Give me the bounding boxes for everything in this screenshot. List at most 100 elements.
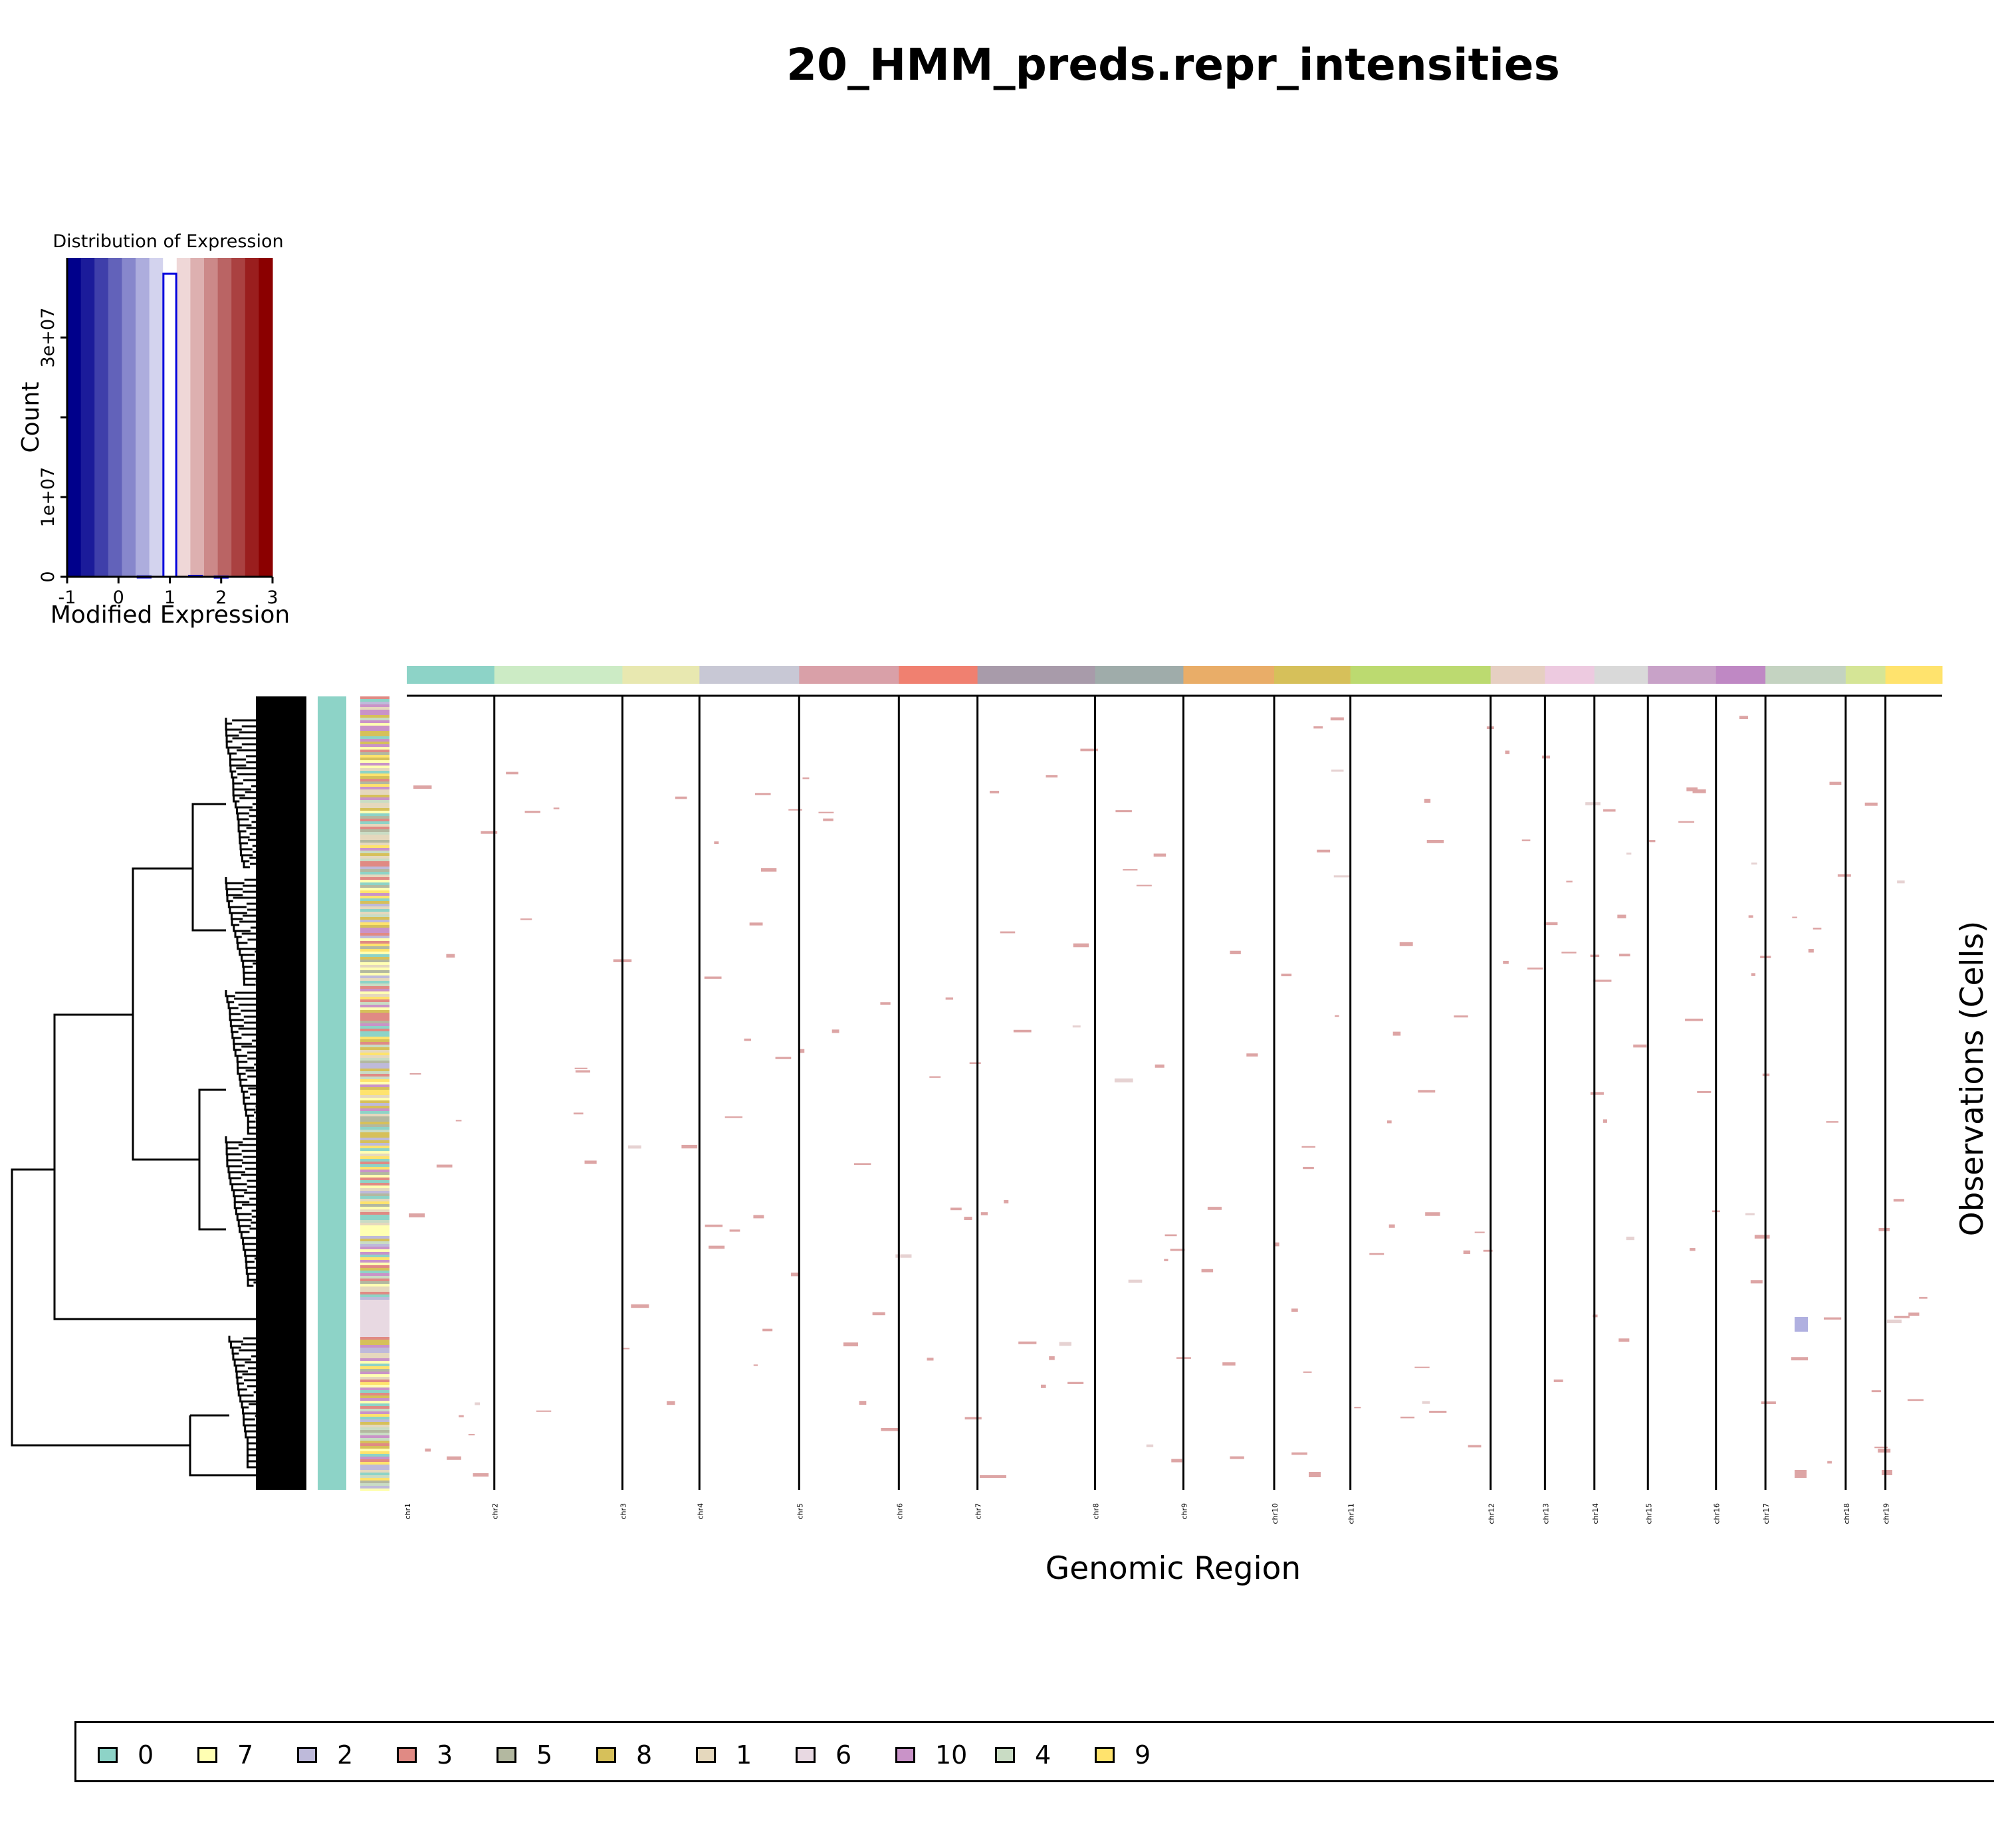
cell-annotation-row — [360, 1084, 389, 1087]
chromosome-strip-segment — [1350, 666, 1492, 684]
chromosome-label: chr11 — [1347, 1503, 1356, 1524]
heatmap-cnv-mark — [1313, 726, 1323, 729]
cell-annotation-row — [360, 1154, 389, 1156]
heatmap-cnv-mark — [1333, 875, 1351, 878]
cell-annotation-row — [360, 1066, 389, 1069]
heatmap-cnv-mark — [1692, 789, 1706, 793]
cell-annotation-row — [360, 1411, 389, 1414]
cell-annotation-row — [360, 1318, 389, 1321]
dendrogram-branch — [198, 1160, 226, 1231]
cell-annotation-row — [360, 1053, 389, 1055]
cell-annotation-row — [360, 827, 389, 829]
heatmap-cnv-mark — [1626, 853, 1632, 855]
cell-annotation-row — [360, 843, 389, 845]
heatmap-cnv-mark — [714, 841, 719, 845]
heatmap-cnv-mark — [1823, 1317, 1842, 1320]
cell-annotation-row — [360, 1201, 389, 1204]
dendrogram-branch — [53, 1013, 133, 1170]
cell-annotation-row — [360, 1393, 389, 1395]
dendrogram-branch — [237, 1389, 254, 1397]
heatmap-cnv-mark — [775, 1057, 792, 1059]
cell-annotation-row — [360, 837, 389, 840]
x-axis-label: Genomic Region — [1046, 1550, 1301, 1587]
cell-annotation-row — [360, 983, 389, 986]
cell-annotation-row — [360, 890, 389, 893]
cell-annotation-row — [360, 1329, 389, 1332]
heatmap-cnv-mark — [1067, 1382, 1084, 1384]
cell-annotation-row — [360, 1217, 389, 1220]
cell-annotation-row — [360, 861, 389, 864]
cell-annotation-row — [360, 744, 389, 747]
heatmap-cnv-mark — [675, 796, 687, 799]
heatmap-cnv-mark — [872, 1312, 885, 1316]
cell-annotation-row — [360, 848, 389, 851]
chromosome-boundaries — [493, 696, 1887, 1490]
histogram-ylabel: Count — [17, 382, 45, 453]
cell-annotation-row — [360, 928, 389, 930]
heatmap-cnv-mark — [409, 1073, 421, 1075]
cell-annotation-row — [360, 1348, 389, 1350]
cell-annotation-row — [360, 909, 389, 912]
cell-annotation-row — [360, 726, 389, 728]
heatmap-cnv-mark — [1301, 1146, 1315, 1148]
heatmap-cnv-mark — [1153, 853, 1166, 857]
chromosome-label: chr4 — [696, 1503, 705, 1520]
heatmap-cnv-mark — [802, 777, 810, 779]
heatmap-cnv-mark — [1274, 1242, 1279, 1247]
cell-annotation-row — [360, 1403, 389, 1406]
histogram-x-tick-label: 3 — [267, 587, 278, 608]
cell-annotation-row — [360, 1337, 389, 1340]
cell-annotation-row — [360, 1124, 389, 1127]
cell-annotation-row — [360, 1345, 389, 1348]
heatmap-cnv-mark — [1829, 781, 1842, 785]
cell-annotation-row — [360, 877, 389, 880]
heatmap-cnv-mark — [1871, 1390, 1881, 1393]
cell-annotation-row — [360, 1087, 389, 1090]
cell-annotation-row — [360, 720, 389, 723]
cell-annotation-row — [360, 1483, 389, 1486]
heatmap-cnv-mark — [1317, 849, 1331, 853]
heatmap-cnv-mark — [843, 1342, 858, 1347]
cell-annotation-row — [360, 1489, 389, 1491]
dendrogram-branch — [191, 803, 226, 869]
cell-annotation-row — [360, 1204, 389, 1207]
heatmap-cnv-mark — [1893, 1199, 1904, 1202]
legend-swatch — [1095, 1747, 1115, 1763]
heatmap-cnv-mark — [1230, 950, 1241, 954]
legend-swatch — [995, 1747, 1015, 1763]
expression-histogram: Distribution of Expression -1 0 1 2 3 01e+07… — [17, 231, 290, 629]
cell-annotation-row — [360, 896, 389, 898]
heatmap-cnv-mark — [1155, 1064, 1164, 1068]
cell-annotation-row — [360, 1233, 389, 1236]
heatmap-cnv-mark — [744, 1038, 752, 1041]
cell-annotation-row — [360, 768, 389, 771]
cell-annotation-row — [360, 1231, 389, 1233]
cell-annotation-row — [360, 1478, 389, 1481]
cell-annotation-row — [360, 1366, 389, 1369]
cell-annotation-row — [360, 1409, 389, 1411]
cell-annotation-row — [360, 766, 389, 768]
dendrogram-branch — [189, 1415, 256, 1477]
cell-annotation-row — [360, 747, 389, 750]
histogram-color-band — [245, 258, 259, 577]
heatmap-cnv-mark — [506, 771, 518, 775]
cell-annotation-row — [360, 1138, 389, 1140]
heatmap-cnv-mark — [831, 1029, 839, 1033]
cell-annotation-row — [360, 1271, 389, 1273]
histogram-color-band — [231, 258, 246, 577]
heatmap-cnv-mark — [1049, 1356, 1055, 1360]
cell-annotation-row — [360, 1465, 389, 1467]
chromosome-strip-segment — [1274, 666, 1351, 684]
histogram-x-ticks: -1 0 1 2 3 — [58, 577, 278, 608]
cell-annotation-row — [360, 803, 389, 805]
cell-annotation-row — [360, 981, 389, 983]
cell-annotation-row — [360, 999, 389, 1002]
heatmap-cnv-mark — [1429, 1411, 1447, 1413]
heatmap-cnv-mark — [1907, 1399, 1924, 1401]
heatmap-cnv-mark — [1566, 880, 1573, 882]
histogram-y-tick-label: 0 — [38, 571, 58, 582]
heatmap-cnv-mark — [1542, 756, 1551, 759]
legend-swatch — [98, 1747, 118, 1763]
legend-label: 0 — [138, 1740, 154, 1770]
